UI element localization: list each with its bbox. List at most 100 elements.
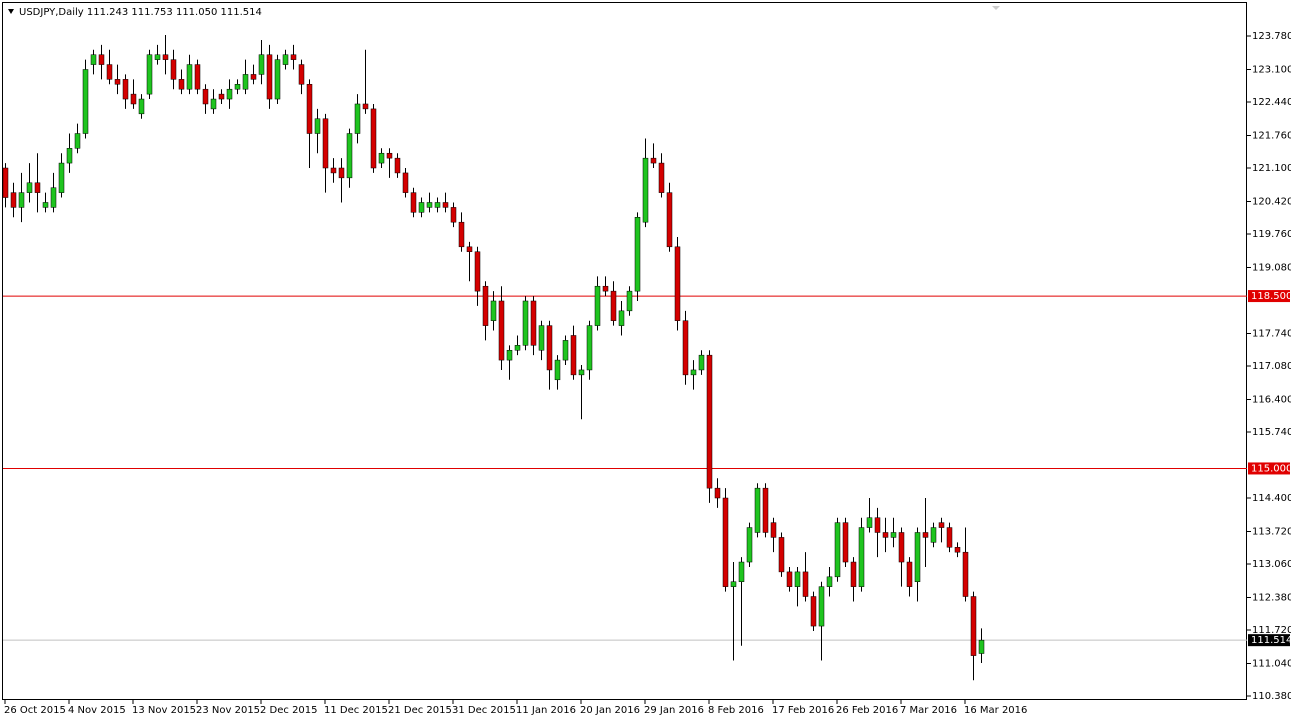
candle-body <box>498 300 505 361</box>
candle-body <box>82 69 89 134</box>
candle-body <box>514 345 521 351</box>
candle-body <box>66 148 73 164</box>
candle-body <box>738 561 745 582</box>
x-tick-label: 8 Feb 2016 <box>708 705 764 716</box>
candle-body <box>106 64 113 80</box>
candle-body <box>322 118 329 169</box>
candle-body <box>18 192 25 208</box>
candle-body <box>522 300 529 346</box>
candle-body <box>178 79 185 90</box>
candle-body <box>2 167 9 198</box>
candle-body <box>306 84 313 134</box>
candle-body <box>410 192 417 213</box>
shift-marker <box>992 6 1000 10</box>
candle-body <box>362 103 369 110</box>
candle-body <box>466 246 473 252</box>
chart-title: USDJPY,Daily 111.243 111.753 111.050 111… <box>19 7 262 18</box>
y-tick-label: 110.380 <box>1252 691 1291 702</box>
candle-body <box>210 98 217 110</box>
candle-body <box>642 157 649 223</box>
candle-body <box>610 290 617 321</box>
x-tick-label: 2 Dec 2015 <box>260 705 318 716</box>
candle-body <box>402 172 409 193</box>
candle-body <box>938 522 945 528</box>
y-tick-label: 121.100 <box>1252 163 1291 174</box>
x-tick-label: 11 Dec 2015 <box>324 705 388 716</box>
candle-body <box>434 202 441 208</box>
candle-body <box>778 537 785 573</box>
x-tick-label: 21 Dec 2015 <box>388 705 452 716</box>
candle-body <box>122 79 129 100</box>
candle-body <box>426 202 433 208</box>
x-tick-label: 31 Dec 2015 <box>452 705 516 716</box>
candle-body <box>810 596 817 627</box>
candle-body <box>946 527 953 548</box>
menu-triangle[interactable] <box>8 9 14 14</box>
candle-body <box>682 320 689 376</box>
candle-body <box>754 487 761 533</box>
candle-body <box>906 561 913 587</box>
candle-body <box>154 54 161 60</box>
x-tick-label: 13 Nov 2015 <box>132 705 196 716</box>
y-tick-label: 117.740 <box>1252 328 1291 339</box>
level-label-box <box>1248 290 1290 303</box>
candle-body <box>130 93 137 105</box>
x-tick-label: 23 Nov 2015 <box>196 705 260 716</box>
candle-body <box>570 335 577 376</box>
candle-body <box>818 586 825 627</box>
y-tick-label: 111.720 <box>1252 625 1291 636</box>
last-price-label: 111.514 <box>1251 635 1291 646</box>
candle-body <box>418 202 425 213</box>
candle-body <box>578 369 585 376</box>
x-tick-label: 26 Feb 2016 <box>836 705 898 716</box>
candle-body <box>866 517 873 528</box>
last-price-box <box>1248 634 1290 647</box>
candle-body <box>722 497 729 587</box>
candle-body <box>746 527 753 563</box>
candle-body <box>858 527 865 587</box>
candle-body <box>266 54 273 100</box>
candle-body <box>186 64 193 90</box>
level-label: 118.500 <box>1251 291 1291 302</box>
candle-body <box>594 285 601 326</box>
candle-body <box>330 167 337 174</box>
candle-body <box>26 182 33 193</box>
candle-body <box>202 88 209 105</box>
y-tick-label: 114.400 <box>1252 493 1291 504</box>
candle-body <box>618 310 625 326</box>
candle-body <box>474 251 481 292</box>
candle-body <box>162 54 169 60</box>
candle-body <box>114 79 121 85</box>
candle-body <box>338 167 345 179</box>
candle-body <box>34 182 41 193</box>
candle-body <box>506 349 513 361</box>
candle-body <box>922 532 929 538</box>
candle-body <box>354 103 361 134</box>
candle-body <box>378 152 385 164</box>
candle-body <box>586 325 593 371</box>
candle-body <box>554 359 561 381</box>
y-tick-label: 119.760 <box>1252 229 1291 240</box>
candle-body <box>282 54 289 65</box>
candle-body <box>802 571 809 597</box>
candle-body <box>954 547 961 553</box>
x-tick-label: 11 Jan 2016 <box>516 705 576 716</box>
candle-body <box>138 98 145 115</box>
candle-body <box>770 522 777 538</box>
candle-body <box>146 54 153 95</box>
candle-body <box>58 162 65 193</box>
candle-body <box>834 522 841 578</box>
candle-body <box>562 340 569 361</box>
candle-body <box>730 581 737 587</box>
candle-body <box>658 162 665 193</box>
candle-body <box>890 532 897 538</box>
y-tick-label: 115.740 <box>1252 427 1291 438</box>
candle-body <box>706 354 713 489</box>
candle-body <box>850 561 857 587</box>
candle-body <box>90 54 97 65</box>
level-label-box <box>1248 462 1290 475</box>
candle-body <box>370 108 377 169</box>
candle-body <box>386 152 393 159</box>
